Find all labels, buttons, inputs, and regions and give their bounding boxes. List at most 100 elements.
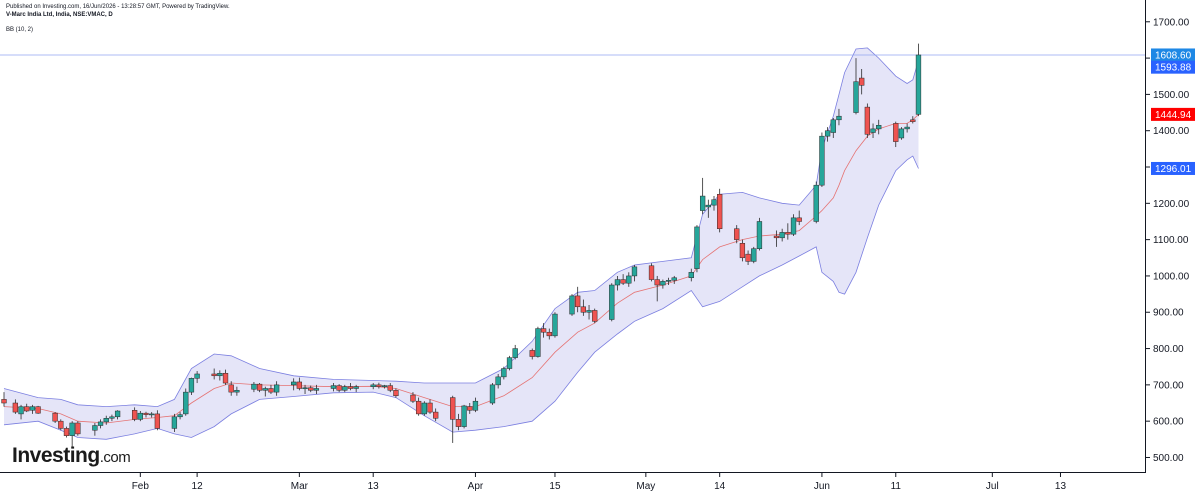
candle	[813, 181, 819, 224]
price-tick-label: 600.00	[1153, 417, 1184, 428]
price-tag-label: 1593.88	[1155, 63, 1192, 74]
candle	[489, 383, 496, 405]
candle	[671, 275, 677, 284]
candle-body	[648, 265, 655, 280]
candle-body	[370, 384, 376, 387]
candle	[779, 228, 785, 242]
price-tick-label: 1400.00	[1153, 126, 1190, 137]
time-axis[interactable]: Feb 12 Mar 13 Apr 15 May 14 Jun 11 Jul 13	[132, 472, 1067, 492]
candle	[29, 404, 36, 414]
candle-body	[24, 406, 30, 412]
candle-body	[296, 381, 303, 389]
candle	[291, 378, 297, 391]
candle-body	[506, 357, 513, 369]
candle	[330, 383, 337, 392]
candle	[501, 366, 507, 380]
candle-body	[433, 411, 439, 419]
candle-body	[660, 281, 666, 286]
candle	[910, 116, 916, 124]
bollinger-upper-line	[3, 47, 919, 408]
chart-header: Published on Investing.com, 16/Jun/2026 …	[6, 3, 230, 19]
candle-body	[745, 253, 751, 262]
candle	[705, 199, 711, 218]
bollinger-basis-line	[3, 114, 919, 424]
candle	[183, 388, 189, 416]
candle	[109, 414, 115, 422]
candle-body	[620, 279, 626, 284]
candle	[114, 410, 121, 420]
candle-body	[893, 123, 899, 142]
candle-body	[501, 368, 507, 378]
candle	[63, 426, 70, 438]
candle	[393, 388, 399, 398]
candle-body	[626, 275, 632, 284]
published-note: Published on Investing.com, 16/Jun/2026 …	[6, 4, 230, 10]
candle-body	[347, 386, 354, 389]
candle	[552, 312, 558, 338]
candle-body	[540, 328, 547, 333]
candle-body	[228, 384, 234, 393]
candle-body	[535, 328, 541, 357]
candle-body	[614, 279, 621, 286]
candle	[24, 403, 30, 413]
candle-body	[177, 414, 183, 418]
candle	[745, 250, 751, 266]
time-tick-label: 13	[368, 481, 380, 492]
candle	[898, 127, 905, 140]
candle-body	[671, 277, 677, 281]
candle	[427, 399, 433, 414]
candle	[137, 411, 143, 422]
candle	[296, 377, 303, 391]
candle	[904, 123, 910, 133]
indicator-label[interactable]: BB (10, 2)	[6, 27, 34, 33]
candle	[370, 383, 376, 390]
candle-body	[171, 416, 178, 429]
candle-body	[137, 412, 143, 420]
candle-body	[853, 81, 859, 113]
candle-body	[450, 397, 456, 420]
price-tick-label: 1200.00	[1153, 199, 1190, 210]
candle-body	[756, 221, 763, 249]
candle-body	[876, 125, 882, 130]
candle-body	[376, 384, 382, 387]
candle-body	[836, 115, 842, 121]
candle-body	[586, 310, 592, 313]
candle	[830, 118, 836, 138]
candle-body	[552, 313, 558, 337]
candle	[631, 265, 638, 282]
price-tag-label: 1444.94	[1155, 110, 1192, 121]
candle-body	[427, 402, 433, 413]
candle-body	[785, 232, 791, 235]
candle	[387, 383, 393, 393]
candle	[575, 286, 581, 313]
candle-body	[575, 295, 581, 308]
candle-body	[870, 128, 876, 133]
candle-body	[35, 406, 41, 414]
candle	[711, 196, 717, 211]
candle	[859, 68, 865, 95]
time-tick-label: Jun	[814, 481, 830, 492]
logo-suffix: .com	[99, 449, 131, 466]
candle	[262, 386, 268, 397]
candle-body	[609, 284, 615, 320]
candle-body	[1, 399, 7, 404]
candle	[739, 239, 746, 262]
candle	[773, 230, 780, 247]
candle	[35, 405, 41, 414]
candle-body	[69, 422, 75, 436]
candle	[529, 348, 535, 360]
price-tick-label: 700.00	[1153, 380, 1184, 391]
candle	[790, 214, 797, 236]
candle	[273, 381, 280, 396]
plot-area[interactable]	[0, 43, 1145, 447]
candle	[353, 384, 359, 393]
candle-body	[387, 385, 393, 391]
candle-body	[455, 419, 462, 427]
candle	[381, 384, 388, 389]
candle-body	[63, 428, 70, 436]
candle-body	[330, 385, 337, 389]
candle	[251, 381, 257, 393]
price-axis[interactable]: 500.00 600.00 700.00 800.00 900.00 1000.00 110…	[1145, 17, 1190, 464]
time-tick-label: 14	[714, 481, 726, 492]
